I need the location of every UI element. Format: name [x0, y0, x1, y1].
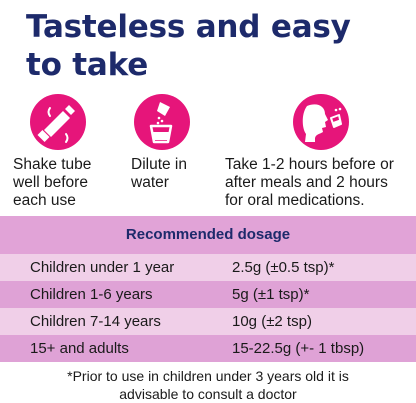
caption-line: each use [13, 192, 76, 209]
dosage-age: 15+ and adults [30, 340, 129, 357]
headline-line-1: Tasteless and easy [26, 9, 351, 45]
dosage-row: Children 1-6 years 5g (±1 tsp)* [0, 281, 416, 308]
footnote-line: advisable to consult a doctor [119, 386, 297, 402]
dosage-row: Children under 1 year 2.5g (±0.5 tsp)* [0, 254, 416, 281]
step-caption: Shake tube well before each use [13, 156, 123, 210]
drinking-person-icon [293, 94, 349, 150]
caption-line: after meals and 2 hours [225, 174, 388, 191]
dosage-table: Recommended dosage Children under 1 year… [0, 216, 416, 362]
dosage-row: Children 7-14 years 10g (±2 tsp) [0, 308, 416, 335]
step-caption: Take 1-2 hours before or after meals and… [225, 156, 415, 210]
headline-line-2: to take [26, 47, 149, 83]
tube-icon [30, 94, 86, 150]
caption-line: well before [13, 174, 88, 191]
dosage-amount: 2.5g (±0.5 tsp)* [232, 259, 335, 276]
step-shake-tube: Shake tube well before each use [13, 94, 123, 210]
step-caption: Dilute in water [131, 156, 221, 192]
caption-line: for oral medications. [225, 192, 365, 209]
page-headline: Tasteless and easy to take [26, 8, 406, 84]
caption-line: water [131, 174, 169, 191]
footnote-line: *Prior to use in children under 3 years … [67, 368, 349, 384]
caption-line: Shake tube [13, 156, 92, 173]
dosage-amount: 10g (±2 tsp) [232, 313, 312, 330]
step-dilute: Dilute in water [131, 94, 221, 192]
step-timing: Take 1-2 hours before or after meals and… [225, 94, 415, 210]
dosage-age: Children 1-6 years [30, 286, 153, 303]
glass-sachet-icon [134, 94, 190, 150]
caption-line: Take 1-2 hours before or [225, 156, 394, 173]
dosage-age: Children 7-14 years [30, 313, 161, 330]
dosage-age: Children under 1 year [30, 259, 175, 276]
dosage-title: Recommended dosage [0, 216, 416, 254]
dosage-row: 15+ and adults 15-22.5g (+- 1 tbsp) [0, 335, 416, 362]
dosage-amount: 5g (±1 tsp)* [232, 286, 310, 303]
footnote: *Prior to use in children under 3 years … [0, 367, 416, 403]
dosage-amount: 15-22.5g (+- 1 tbsp) [232, 340, 365, 357]
caption-line: Dilute in [131, 156, 187, 173]
